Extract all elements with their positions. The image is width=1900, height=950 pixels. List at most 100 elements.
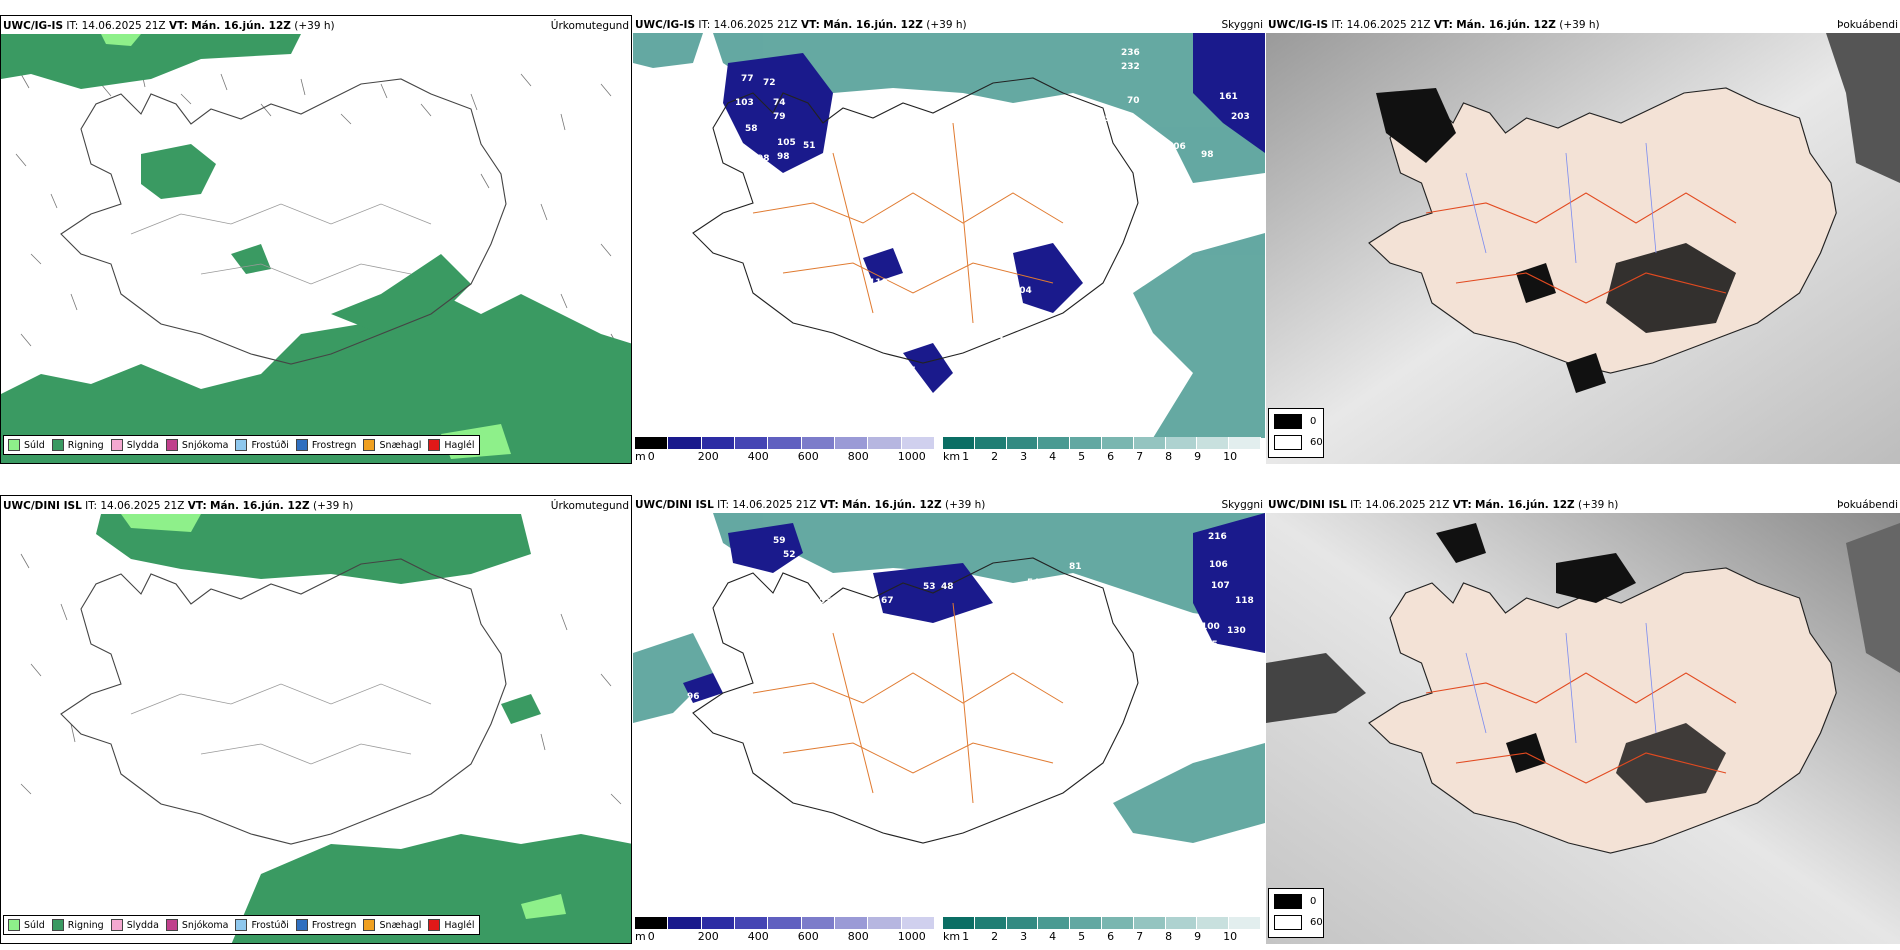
precip-legend: Súld Rigning Slydda Snjókoma Frostúði Fr… <box>3 435 480 455</box>
visibility-colorbar <box>943 917 1261 929</box>
cloud-label: 107 <box>1211 581 1230 591</box>
cloud-label: 17 <box>793 168 806 178</box>
legend-item: Slydda <box>110 919 159 931</box>
legend-item: Rigning <box>51 439 104 451</box>
cloud-label: 52 <box>783 550 796 560</box>
cloud-label: 203 <box>1231 112 1250 122</box>
legend-item: Súld <box>8 919 45 931</box>
panel-header: UWC/DINI ISL IT: 14.06.2025 21Z VT: Mán.… <box>1268 499 1619 511</box>
cloud-label: 110 <box>869 278 888 288</box>
panel-title: Úrkomutegund <box>550 500 629 512</box>
cloud-label: 79 <box>773 112 786 122</box>
legend-item: Frostúði <box>235 919 289 931</box>
legend-item: Haglél <box>428 439 475 451</box>
precip-panel-bottom: UWC/DINI ISL IT: 14.06.2025 21Z VT: Mán.… <box>0 495 632 944</box>
iceland-outline <box>692 557 1139 844</box>
cloud-label: 106 <box>1167 142 1186 152</box>
visibility-colorbar <box>943 437 1261 449</box>
cloud-label: 100 <box>1201 622 1220 632</box>
cloud-labels: 59 52 55 67 53 48 54 81 86 90 84 216 106… <box>687 532 1254 702</box>
fog-panel-bottom: UWC/DINI ISL IT: 14.06.2025 21Z VT: Mán.… <box>1266 495 1900 944</box>
cloud-label: 98 <box>757 154 770 164</box>
cloud-label: 102 <box>1081 126 1100 136</box>
cloud-label: 48 <box>941 582 954 592</box>
cloud-label: 72 <box>763 78 776 88</box>
panel-header: UWC/DINI ISL IT: 14.06.2025 21Z VT: Mán.… <box>635 499 986 511</box>
cloud-label: 216 <box>1208 532 1227 542</box>
cloud-label: 106 <box>1209 560 1228 570</box>
cloud-label: 67 <box>881 596 894 606</box>
legend-item: Slydda <box>110 439 159 451</box>
cloud-map: 77 72 103 74 79 58 105 51 98 98 17 236 2… <box>633 33 1265 438</box>
precip-legend: Súld Rigning Slydda Snjókoma Frostúði Fr… <box>3 915 480 935</box>
cloud-label: 135 <box>1199 640 1218 650</box>
legend-item: Frostúði <box>235 439 289 451</box>
rivers <box>1465 622 1657 744</box>
cloud-label: 96 <box>687 692 700 702</box>
legend-item: Snjókoma <box>165 919 228 931</box>
precip-panel-top: UWC/IG-IS IT: 14.06.2025 21Z VT: Mán. 16… <box>0 15 632 464</box>
legend-item: Frostregn <box>295 439 356 451</box>
legend-item: Súld <box>8 439 45 451</box>
cloud-label: 236 <box>1121 48 1140 58</box>
panel-title: Þokuábendi <box>1837 499 1898 511</box>
cloud-base-ticks: m 0 200 400 600 800 1000 <box>635 450 926 463</box>
fog-panel-top: UWC/IG-IS IT: 14.06.2025 21Z VT: Mán. 16… <box>1266 15 1900 464</box>
legend-item: Snæhagl <box>363 919 421 931</box>
iceland-outline <box>692 77 1139 364</box>
panel-header: UWC/IG-IS IT: 14.06.2025 21Z VT: Mán. 16… <box>1268 19 1600 31</box>
rain-areas <box>1 34 631 463</box>
cloud-panel-bottom: UWC/DINI ISL IT: 14.06.2025 21Z VT: Mán.… <box>633 495 1265 944</box>
legend-item: Snjókoma <box>165 439 228 451</box>
visibility-areas <box>633 33 1265 438</box>
roads <box>752 602 1064 804</box>
legend-item: Haglél <box>428 919 475 931</box>
cloud-label: 118 <box>1235 596 1254 606</box>
legend-item: Frostregn <box>295 919 356 931</box>
panel-header: UWC/IG-IS IT: 14.06.2025 21Z VT: Mán. 16… <box>635 19 967 31</box>
fog-areas <box>1376 88 1736 393</box>
cloud-label: 105 <box>777 138 796 148</box>
wind-barbs <box>15 63 620 379</box>
panel-title: Skyggni <box>1221 19 1264 31</box>
wind-barbs <box>20 553 622 869</box>
cloud-label: 77 <box>903 366 916 376</box>
cloud-label: 51 <box>803 141 816 151</box>
cloud-label: 57 <box>1035 338 1048 348</box>
roads <box>130 203 432 285</box>
cloud-label: 55 <box>819 596 832 606</box>
cloud-label: 54 <box>1027 578 1040 588</box>
iceland-outline <box>60 78 507 365</box>
cloud-labels: 77 72 103 74 79 58 105 51 98 98 17 236 2… <box>735 48 1250 412</box>
iceland-land <box>1368 567 1837 854</box>
cloud-label: 93 <box>1105 114 1118 124</box>
panel-header: UWC/DINI ISL IT: 14.06.2025 21Z VT: Mán.… <box>3 500 354 512</box>
cloud-label: 104 <box>1013 286 1032 296</box>
cloud-label: 90 <box>1039 594 1052 604</box>
legend-item: Snæhagl <box>363 439 421 451</box>
cloud-label: 53 <box>923 582 936 592</box>
rivers <box>1465 142 1657 264</box>
precip-map <box>1 34 631 463</box>
cloud-label: 58 <box>745 124 758 134</box>
panel-title: Úrkomutegund <box>550 20 629 32</box>
legend-item: Rigning <box>51 919 104 931</box>
roads <box>1425 192 1737 304</box>
cloud-base-colorbar <box>635 437 935 449</box>
roads <box>752 122 1064 324</box>
fog-map <box>1266 513 1900 944</box>
roads <box>130 683 432 765</box>
cloud-label: 59 <box>923 402 936 412</box>
cloud-panel-top: UWC/IG-IS IT: 14.06.2025 21Z VT: Mán. 16… <box>633 15 1265 464</box>
panel-title: Þokuábendi <box>1837 19 1898 31</box>
precip-map <box>20 514 631 943</box>
roads <box>1425 672 1737 784</box>
visibility-areas <box>633 513 1265 843</box>
cloud-label: 86 <box>1025 594 1038 604</box>
visibility-ticks: km 1 2 3 4 5 6 7 8 9 10 <box>943 450 1238 463</box>
cloud-base-ticks: m 0 200 400 600 800 1000 <box>635 930 926 943</box>
cloud-label: 98 <box>1201 150 1214 160</box>
cloud-label: 76 <box>997 336 1010 346</box>
cloud-base-areas <box>723 33 1265 393</box>
cloud-label: 13 <box>1205 188 1218 198</box>
